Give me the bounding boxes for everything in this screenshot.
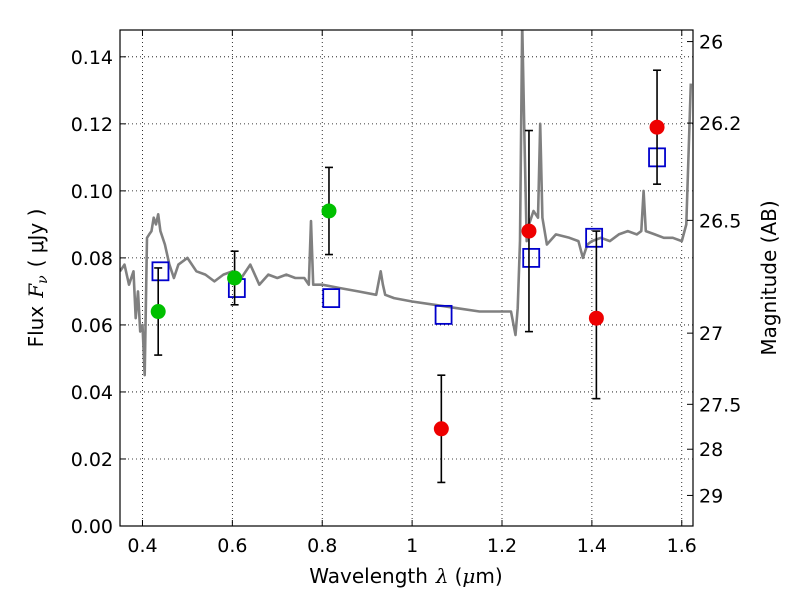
y-tick-label: 0.12 bbox=[71, 114, 113, 136]
y2-tick-label: 27.5 bbox=[699, 394, 741, 416]
x-tick-label: 1.4 bbox=[577, 535, 607, 557]
y-tick-label: 0.02 bbox=[71, 449, 113, 471]
grid bbox=[120, 30, 693, 527]
model-spectrum-line bbox=[120, 30, 693, 377]
green-observed-point bbox=[150, 304, 166, 320]
axis-ticks: 0.4 0.6 0.8 1 1.2 1.4 1.6 0.00 0.02 0.04 0.06 0.08 0… bbox=[71, 30, 741, 557]
x-tick-label: 1.6 bbox=[667, 535, 697, 557]
red-observed-point bbox=[588, 310, 604, 326]
green-observed-point bbox=[321, 203, 337, 219]
red-observed-point bbox=[649, 119, 665, 135]
y2-tick-label: 26.5 bbox=[699, 210, 741, 232]
y-axis-label: FluxFν( μJy ) bbox=[24, 209, 51, 348]
y2-tick-label: 26 bbox=[699, 32, 723, 54]
model-photometry-point bbox=[322, 288, 341, 309]
x-tick-label: 0.4 bbox=[127, 535, 157, 557]
y2-axis-label: Magnitude (AB) bbox=[757, 200, 781, 355]
red-observed-point bbox=[433, 421, 449, 437]
green-observed-point bbox=[227, 270, 243, 286]
model-photometry-point bbox=[522, 247, 541, 268]
red-observed-point bbox=[521, 223, 537, 239]
y2-tick-label: 27 bbox=[699, 323, 723, 345]
x-axis-label: Wavelength λ (μm) bbox=[309, 564, 502, 588]
model-photometry-point bbox=[151, 261, 170, 282]
plot-area bbox=[120, 30, 693, 484]
y2-tick-label: 29 bbox=[699, 485, 723, 507]
y-tick-label: 0.10 bbox=[71, 181, 113, 203]
y2-tick-label: 28 bbox=[699, 439, 723, 461]
x-tick-label: 1.2 bbox=[487, 535, 517, 557]
model-photometry-point bbox=[585, 227, 604, 248]
y-tick-label: 0.00 bbox=[71, 516, 113, 538]
plot-frame bbox=[119, 29, 694, 527]
x-tick-label: 1 bbox=[406, 535, 418, 557]
y-tick-label: 0.06 bbox=[71, 315, 113, 337]
y-tick-label: 0.14 bbox=[71, 47, 113, 69]
x-tick-label: 0.8 bbox=[307, 535, 337, 557]
y-tick-label: 0.04 bbox=[71, 382, 113, 404]
y-tick-label: 0.08 bbox=[71, 248, 113, 270]
y2-tick-label: 26.2 bbox=[699, 113, 741, 135]
x-tick-label: 0.6 bbox=[217, 535, 247, 557]
model-photometry-point bbox=[434, 304, 453, 325]
